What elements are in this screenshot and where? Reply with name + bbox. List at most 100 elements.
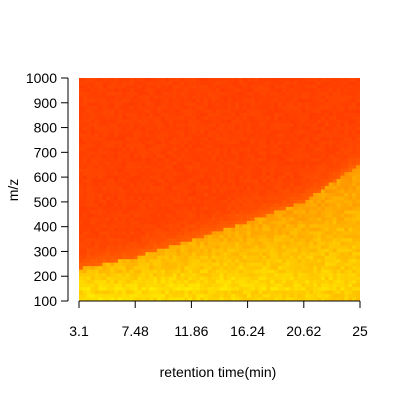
heatmap-cell <box>106 119 111 124</box>
heatmap-cell <box>157 119 162 124</box>
heatmap-cell <box>164 241 170 246</box>
heatmap-cell <box>188 137 193 142</box>
heatmap-cell <box>258 78 263 82</box>
heatmap-cell <box>215 172 220 176</box>
heatmap-cell <box>348 186 353 190</box>
heatmap-cell <box>289 91 295 96</box>
heatmap-cell <box>94 217 99 222</box>
heatmap-cell <box>90 78 95 82</box>
heatmap-cell <box>102 276 107 281</box>
heatmap-cell <box>215 147 220 152</box>
heatmap-cell <box>270 234 275 239</box>
heatmap-cell <box>235 245 240 250</box>
heatmap-cell <box>118 220 123 225</box>
heatmap-cell <box>121 224 127 229</box>
heatmap-cell <box>285 137 291 142</box>
heatmap-cell <box>317 154 322 159</box>
heatmap-cell <box>176 137 181 142</box>
heatmap-cell <box>98 259 103 264</box>
heatmap-cell <box>317 172 322 176</box>
heatmap-cell <box>90 182 95 187</box>
heatmap-cell <box>344 189 349 194</box>
heatmap-cell <box>266 144 271 149</box>
heatmap-cell <box>281 276 287 281</box>
heatmap-cell <box>317 112 322 117</box>
heatmap-cell <box>352 206 357 211</box>
heatmap-cell <box>336 88 341 93</box>
heatmap-cell <box>352 105 357 110</box>
heatmap-cell <box>336 280 341 284</box>
heatmap-cell <box>278 175 283 180</box>
heatmap-cell <box>274 290 279 295</box>
heatmap-cell <box>192 252 197 257</box>
heatmap-cell <box>207 266 213 270</box>
heatmap-cell <box>114 252 119 257</box>
heatmap-cell <box>324 109 330 114</box>
heatmap-cell <box>278 259 283 264</box>
heatmap-cell <box>219 294 224 298</box>
heatmap-cell <box>192 266 197 270</box>
heatmap-cell <box>328 297 334 301</box>
heatmap-cell <box>313 179 318 183</box>
heatmap-cell <box>309 126 314 131</box>
heatmap-cell <box>215 210 220 215</box>
heatmap-cell <box>270 78 275 82</box>
heatmap-cell <box>301 255 306 260</box>
heatmap-cell <box>344 186 349 190</box>
heatmap-cell <box>250 252 255 257</box>
heatmap-cell <box>160 137 166 142</box>
heatmap-cell <box>278 147 283 152</box>
heatmap-cell <box>211 175 216 180</box>
heatmap-cell <box>324 105 330 110</box>
heatmap-cell <box>192 123 197 128</box>
heatmap-cell <box>231 189 236 194</box>
heatmap-cell <box>86 241 92 246</box>
heatmap-cell <box>192 81 197 86</box>
heatmap-cell <box>348 126 353 131</box>
heatmap-cell <box>320 294 326 298</box>
heatmap-cell <box>196 227 201 232</box>
heatmap-cell <box>145 238 150 243</box>
heatmap-cell <box>250 266 255 270</box>
heatmap-cell <box>293 213 298 218</box>
heatmap-cell <box>188 147 193 152</box>
heatmap-cell <box>164 154 170 159</box>
heatmap-cell <box>246 287 252 291</box>
heatmap-cell <box>309 81 314 86</box>
heatmap-cell <box>86 287 92 291</box>
heatmap-cell <box>278 172 283 176</box>
heatmap-cell <box>114 158 119 162</box>
heatmap-cell <box>223 266 228 270</box>
heatmap-cell <box>160 199 166 204</box>
heatmap-cell <box>285 241 291 246</box>
heatmap-cell <box>235 175 240 180</box>
heatmap-cell <box>215 186 220 190</box>
heatmap-cell <box>356 88 360 93</box>
heatmap-cell <box>137 165 142 169</box>
heatmap-cell <box>278 116 283 121</box>
heatmap-cell <box>90 119 95 124</box>
heatmap-cell <box>250 112 255 117</box>
heatmap-cell <box>129 224 134 229</box>
heatmap-cell <box>168 192 174 197</box>
heatmap-cell <box>317 158 322 162</box>
heatmap-cell <box>278 241 283 246</box>
heatmap-cell <box>157 84 162 89</box>
heatmap-cell <box>227 78 232 82</box>
heatmap-cell <box>145 241 150 246</box>
heatmap-cell <box>344 88 349 93</box>
heatmap-cell <box>82 88 88 93</box>
heatmap-cell <box>145 252 150 257</box>
heatmap-cell <box>332 259 337 264</box>
heatmap-cell <box>235 140 240 145</box>
heatmap-cell <box>82 158 88 162</box>
heatmap-cell <box>164 213 170 218</box>
heatmap-cell <box>153 151 158 156</box>
heatmap-cell <box>211 105 216 110</box>
heatmap-cell <box>266 88 271 93</box>
heatmap-cell <box>293 179 298 183</box>
heatmap-cell <box>239 269 244 274</box>
heatmap-cell <box>137 199 142 204</box>
heatmap-cell <box>102 255 107 260</box>
heatmap-cell <box>266 158 271 162</box>
